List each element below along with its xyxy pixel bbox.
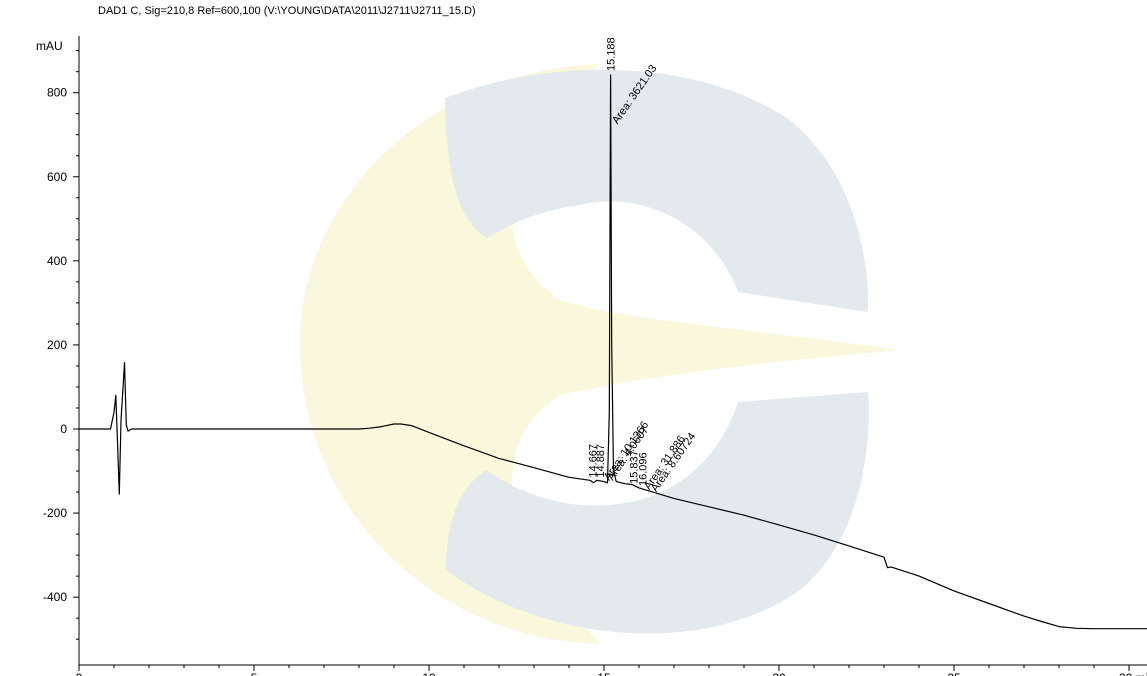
x-tick-label: 30 min xyxy=(1119,671,1147,676)
peak-label: 16.096 xyxy=(637,452,649,486)
retention-time-label: 14.667 xyxy=(587,444,599,478)
x-tick-label: 10 xyxy=(422,671,436,676)
y-tick-label: 800 xyxy=(47,86,67,100)
watermark-ring-top xyxy=(445,69,869,312)
trace-layer xyxy=(79,74,1147,630)
watermark-ring-bottom xyxy=(446,392,869,634)
retention-time-label: 15.837 xyxy=(628,450,640,484)
axes: -400 -200 0 200 400 600 800 0 5 10 15 20 25 30 min xyxy=(43,36,1147,676)
watermark-logo xyxy=(299,64,900,644)
x-tick-label: 5 xyxy=(251,671,258,676)
peak-label: 14.887 xyxy=(595,444,607,478)
y-tick-label: -200 xyxy=(43,506,67,520)
watermark-wedge xyxy=(299,64,900,644)
chart-title: DAD1 C, Sig=210,8 Ref=600,100 (V:\YOUNG\… xyxy=(98,5,476,17)
x-tick-label: 0 xyxy=(76,671,83,676)
retention-time-label: 14.887 xyxy=(595,444,607,478)
y-tick-label: 0 xyxy=(60,422,67,436)
x-tick-label: 15 xyxy=(597,671,611,676)
peak-label: 14.667 xyxy=(587,444,599,478)
y-tick-label: 600 xyxy=(47,170,67,184)
retention-time-label: 16.096 xyxy=(637,452,649,486)
x-tick-label: 25 xyxy=(947,671,961,676)
retention-time-label: 15.188 xyxy=(606,37,618,71)
x-tick-label: 20 xyxy=(772,671,786,676)
peak-label: 15.837 xyxy=(628,450,640,484)
y-axis-label: mAU xyxy=(36,39,63,53)
peak-label: 15.188 xyxy=(606,37,618,71)
y-tick-label: -400 xyxy=(43,590,67,604)
y-tick-label: 200 xyxy=(47,338,67,352)
y-tick-label: 400 xyxy=(47,254,67,268)
chromatogram-trace xyxy=(79,74,1147,630)
